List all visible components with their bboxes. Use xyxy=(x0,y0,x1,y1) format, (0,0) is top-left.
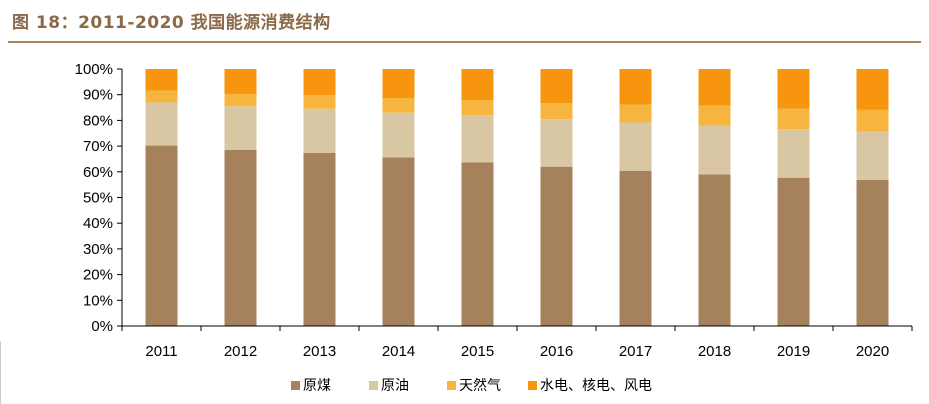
bar-2017-series-3 xyxy=(619,69,652,105)
bar-2016-series-2 xyxy=(540,103,573,120)
bar-2015-series-0 xyxy=(461,162,494,326)
x-tick-label: 2016 xyxy=(540,343,573,360)
bar-2011-series-2 xyxy=(145,90,178,103)
y-tick-label: 80% xyxy=(83,112,113,129)
legend-item-1: 原油 xyxy=(369,378,409,394)
y-tick-label: 50% xyxy=(83,190,113,207)
bar-2011-series-3 xyxy=(145,69,178,91)
bar-2019-series-0 xyxy=(777,177,810,326)
bar-2020-series-2 xyxy=(856,109,889,132)
x-tick-label: 2020 xyxy=(856,343,889,360)
legend-swatch xyxy=(528,381,537,390)
bar-2011-series-0 xyxy=(145,145,178,326)
x-tick-label: 2015 xyxy=(461,343,494,360)
bar-group-2015 xyxy=(461,69,494,326)
bar-group-2019 xyxy=(777,69,810,326)
x-tick-label: 2018 xyxy=(698,343,731,360)
bar-2012-series-3 xyxy=(224,69,257,94)
bar-group-2018 xyxy=(698,69,731,326)
x-axis: 2011 2012 2013 2014 2015 2016 2017 2018 2019 2020 xyxy=(121,325,913,360)
y-tick-label: 20% xyxy=(83,267,113,284)
legend-swatch xyxy=(447,381,456,390)
y-tick-label: 40% xyxy=(83,215,113,232)
bar-2019-series-1 xyxy=(777,129,810,178)
x-tick-label: 2017 xyxy=(619,343,652,360)
legend-item-0: 原煤 xyxy=(291,378,331,394)
bar-2018-series-0 xyxy=(698,174,731,326)
bar-2013-series-1 xyxy=(303,108,336,153)
bar-2013-series-0 xyxy=(303,152,336,326)
bar-2019-series-2 xyxy=(777,108,810,130)
bar-2020-series-0 xyxy=(856,180,889,326)
y-tick-label: 0% xyxy=(91,318,113,335)
bar-2012-series-0 xyxy=(224,149,257,326)
bar-2014-series-2 xyxy=(382,98,415,113)
y-tick-label: 60% xyxy=(83,164,113,181)
bar-2015-series-3 xyxy=(461,69,494,101)
x-tick-label: 2011 xyxy=(145,343,177,360)
bar-group-2017 xyxy=(619,69,652,326)
bar-2016-series-0 xyxy=(540,166,573,326)
x-tick-label: 2014 xyxy=(382,343,415,360)
y-tick-label: 10% xyxy=(83,292,113,309)
bar-group-2014 xyxy=(382,69,415,326)
bar-2017-series-0 xyxy=(619,170,652,326)
legend-swatch xyxy=(369,381,378,390)
bar-2016-series-1 xyxy=(540,119,573,167)
bar-2018-series-1 xyxy=(698,125,731,175)
y-tick-label: 70% xyxy=(83,138,113,155)
bar-2011-series-1 xyxy=(145,102,178,146)
bar-group-2012 xyxy=(224,69,257,326)
legend-label: 天然气 xyxy=(459,377,501,394)
bar-group-2020 xyxy=(856,69,889,326)
bar-2012-series-2 xyxy=(224,93,257,107)
bar-2015-series-1 xyxy=(461,115,494,163)
bar-group-2011 xyxy=(145,69,178,326)
legend-item-3: 水电、核电、风电 xyxy=(528,378,652,394)
x-tick-label: 2012 xyxy=(224,343,257,360)
bar-2012-series-1 xyxy=(224,106,257,150)
bar-2016-series-3 xyxy=(540,69,573,104)
bar-2013-series-2 xyxy=(303,95,336,109)
bar-2020-series-1 xyxy=(856,131,889,181)
legend-label: 水电、核电、风电 xyxy=(540,378,652,394)
bar-2015-series-2 xyxy=(461,100,494,116)
bar-2014-series-1 xyxy=(382,112,415,158)
bar-2017-series-1 xyxy=(619,122,652,171)
x-tick-label: 2019 xyxy=(777,343,810,360)
y-tick-label: 90% xyxy=(83,87,113,104)
legend-label: 原煤 xyxy=(303,378,331,394)
bar-2019-series-3 xyxy=(777,69,810,109)
bar-2018-series-2 xyxy=(698,105,731,126)
legend-item-2: 天然气 xyxy=(447,377,501,394)
bar-group-2013 xyxy=(303,69,336,326)
legend-swatch xyxy=(291,381,300,390)
chart-title: 图 18：2011-2020 我国能源消费结构 xyxy=(12,13,331,33)
legend-label: 原油 xyxy=(381,378,409,394)
bar-2013-series-3 xyxy=(303,69,336,96)
bar-2018-series-3 xyxy=(698,69,731,106)
bar-2017-series-2 xyxy=(619,104,652,123)
x-tick-label: 2013 xyxy=(303,343,336,360)
title-divider xyxy=(8,41,921,43)
bar-2020-series-3 xyxy=(856,69,889,110)
legend: 原煤 原油 天然气 水电、核电、风电 xyxy=(291,377,652,394)
bar-2014-series-0 xyxy=(382,157,415,326)
plot-area xyxy=(145,69,889,326)
bar-2014-series-3 xyxy=(382,69,415,99)
bar-group-2016 xyxy=(540,69,573,326)
y-axis: 0% 10% 20% 30% 40% 50% 60% 70% 80% 90% 100% xyxy=(75,61,123,335)
y-tick-label: 100% xyxy=(75,61,113,78)
y-tick-label: 30% xyxy=(83,241,113,258)
page-edge-line xyxy=(0,341,1,404)
